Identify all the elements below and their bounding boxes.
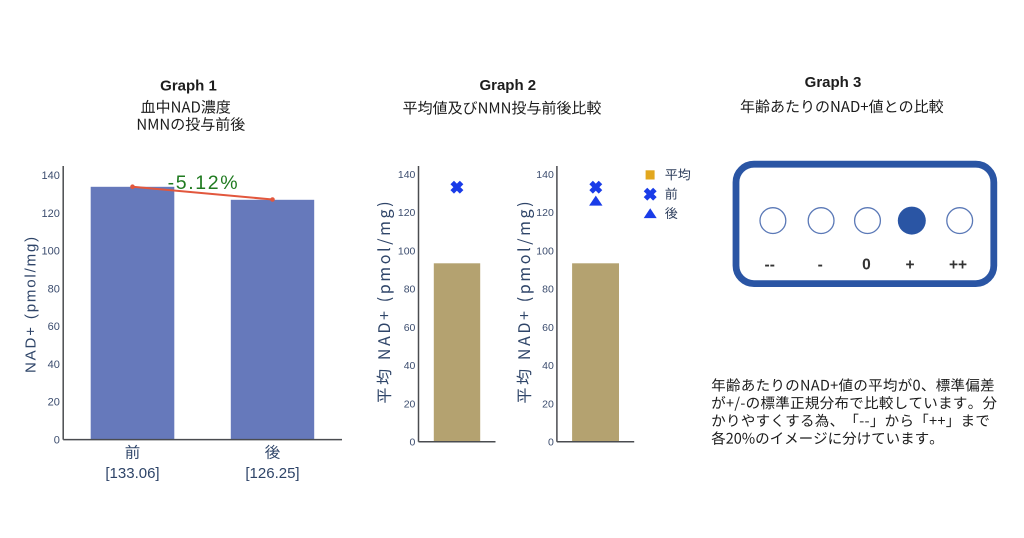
svg-text:120: 120: [398, 207, 416, 219]
svg-text:Graph 1: Graph 1: [160, 78, 217, 95]
svg-text:[133.06]: [133.06]: [105, 465, 159, 482]
svg-text:40: 40: [48, 359, 60, 371]
svg-text:20: 20: [404, 398, 416, 410]
svg-text:-5.12%: -5.12%: [168, 172, 238, 194]
svg-text:80: 80: [48, 284, 60, 296]
svg-text:60: 60: [48, 321, 60, 333]
svg-text:20: 20: [48, 397, 60, 409]
svg-text:40: 40: [404, 360, 416, 372]
svg-text:100: 100: [398, 245, 416, 257]
svg-text:100: 100: [42, 246, 60, 258]
svg-text:140: 140: [42, 170, 60, 182]
svg-text:NAD+ (pmol/mg): NAD+ (pmol/mg): [23, 235, 40, 373]
svg-text:-: -: [818, 256, 823, 273]
svg-text:++: ++: [949, 256, 967, 273]
svg-text:Graph 3: Graph 3: [805, 74, 862, 91]
svg-text:60: 60: [404, 322, 416, 334]
svg-text:80: 80: [542, 284, 554, 296]
svg-text:0: 0: [54, 435, 60, 447]
svg-text:60: 60: [542, 322, 554, 334]
svg-text:120: 120: [536, 207, 554, 219]
svg-text:--: --: [765, 256, 775, 273]
svg-text:Graph 2: Graph 2: [479, 77, 536, 94]
svg-text:80: 80: [404, 284, 416, 296]
svg-text:+: +: [905, 256, 914, 273]
svg-text:120: 120: [42, 208, 60, 220]
svg-text:20: 20: [542, 398, 554, 410]
svg-text:140: 140: [398, 169, 416, 181]
svg-text:140: 140: [536, 169, 554, 181]
svg-text:[126.25]: [126.25]: [245, 465, 299, 482]
svg-text:0: 0: [862, 256, 871, 273]
svg-text:100: 100: [536, 245, 554, 257]
svg-text:40: 40: [542, 360, 554, 372]
svg-text:0: 0: [548, 437, 554, 449]
svg-text:0: 0: [410, 437, 416, 449]
